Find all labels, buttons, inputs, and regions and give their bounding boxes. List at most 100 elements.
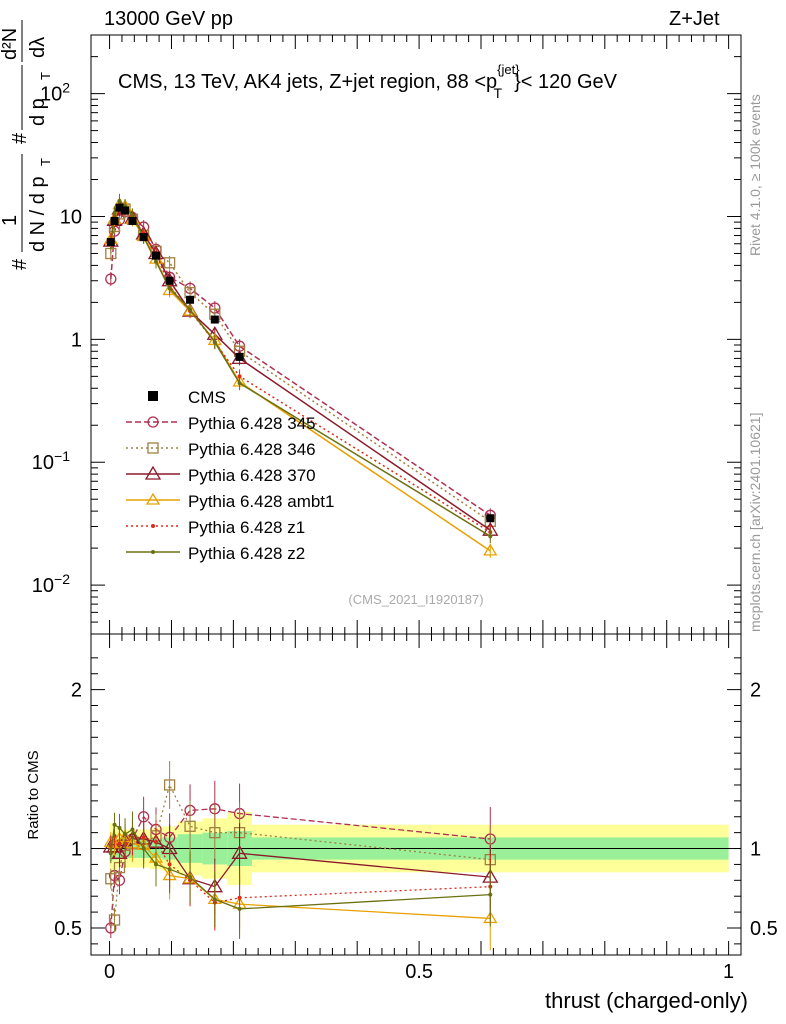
- y-tick-label: 10−1: [32, 448, 70, 474]
- legend-entry: Pythia 6.428 ambt1: [126, 492, 334, 511]
- data-point: [163, 257, 176, 269]
- data-point: [147, 416, 159, 428]
- cms-data-point: [165, 276, 174, 285]
- legend-label: CMS: [188, 388, 226, 407]
- series-pythia-6-428-370: [102, 199, 499, 538]
- ratio-tick-label: 2: [71, 680, 82, 702]
- data-point: [212, 897, 217, 902]
- legend-entry-cms: CMS: [148, 388, 226, 407]
- cms-data-point: [115, 203, 124, 212]
- cms-data-point: [210, 315, 219, 324]
- data-point: [488, 892, 493, 897]
- cms-data-point: [110, 216, 119, 225]
- data-point: [212, 340, 217, 345]
- y-tick-label: 10−2: [32, 571, 70, 597]
- data-point: [184, 820, 196, 832]
- data-point: [483, 543, 498, 556]
- data-point: [117, 841, 122, 846]
- data-point: [105, 873, 117, 885]
- x-tick-label: 0.5: [405, 961, 433, 983]
- y-label-part: T: [38, 158, 53, 166]
- data-point: [163, 779, 176, 791]
- series-pythia-6-428-z1: [108, 198, 493, 540]
- ratio-line: [110, 783, 491, 921]
- cms-data-point: [106, 238, 115, 247]
- y-label-part: 1: [0, 215, 21, 226]
- data-point: [117, 825, 122, 830]
- data-point: [151, 524, 155, 528]
- x-tick-label: 0: [104, 961, 115, 983]
- data-point: [231, 845, 248, 859]
- chart-title: CMS, 13 TeV, AK4 jets, Z+jet region, 88 …: [118, 62, 618, 101]
- data-point: [188, 875, 193, 880]
- x-tick-label: 1: [723, 961, 734, 983]
- data-point: [154, 862, 158, 867]
- data-point: [145, 492, 161, 505]
- source-label: mcplots.cern.ch [arXiv:2401.10621]: [747, 412, 763, 632]
- data-point: [111, 845, 128, 859]
- series-layer: [102, 193, 499, 951]
- cms-data-point: [235, 352, 244, 361]
- rivet-version-label: Rivet 4.1.0, ≥ 100k events: [747, 94, 763, 256]
- y-label-part: d N / d p: [27, 176, 49, 252]
- legend-label: Pythia 6.428 370: [188, 466, 316, 485]
- data-point: [151, 550, 155, 554]
- ratio-line: [110, 808, 491, 929]
- data-point: [167, 286, 172, 291]
- data-point: [154, 840, 158, 845]
- cms-data-point: [139, 233, 148, 242]
- series-pythia-6-428-z2: [108, 193, 493, 544]
- ratio-frame: [90, 633, 742, 956]
- ratio-tick-label: 0.5: [750, 918, 778, 940]
- cms-data-point: [486, 514, 495, 523]
- data-point: [130, 213, 135, 218]
- data-point: [141, 846, 146, 851]
- legend: CMS Pythia 6.428 345 Pythia 6.428 346 Pythi…: [126, 388, 334, 563]
- ratio-tick-label: 2: [750, 680, 761, 702]
- data-point: [108, 851, 113, 856]
- legend-label: Pythia 6.428 ambt1: [188, 492, 334, 511]
- legend-label: Pythia 6.428 z2: [188, 544, 305, 563]
- legend-label: Pythia 6.428 346: [188, 440, 316, 459]
- data-point: [112, 211, 117, 216]
- y-label-part: #: [9, 132, 31, 144]
- legend-entry: Pythia 6.428 z1: [126, 518, 305, 537]
- y-label-part: d p: [27, 98, 49, 126]
- cms-data-point: [121, 206, 130, 215]
- data-point: [117, 198, 122, 203]
- legend-entry: Pythia 6.428 z2: [126, 544, 305, 563]
- data-point: [237, 381, 242, 386]
- analysis-watermark: (CMS_2021_I1920187): [348, 592, 483, 607]
- legend-marker: [148, 391, 158, 401]
- ratio-y-axis-label: Ratio to CMS: [25, 750, 42, 839]
- data-point: [147, 442, 159, 454]
- y-label-part: d²N: [0, 28, 21, 60]
- legend-label: Pythia 6.428 z1: [188, 518, 305, 537]
- ratio-tick-label: 0.5: [54, 918, 82, 940]
- series-line: [110, 199, 491, 537]
- cms-data-point: [128, 216, 137, 225]
- y-tick-label: 102: [40, 80, 70, 106]
- legend-entry: Pythia 6.428 346: [126, 440, 316, 459]
- data-point: [105, 273, 117, 285]
- legend-label: Pythia 6.428 345: [188, 414, 316, 433]
- y-label-part: dλ: [27, 37, 49, 58]
- energy-label: 13000 GeV pp: [104, 8, 233, 30]
- x-axis-label: thrust (charged-only): [545, 988, 748, 1013]
- data-point: [209, 826, 221, 839]
- y-label-part: T: [38, 72, 53, 80]
- cms-data-point: [152, 251, 160, 260]
- y-tick-label: 1: [71, 329, 82, 351]
- data-point: [112, 822, 117, 827]
- data-point: [144, 465, 162, 480]
- cms-data-point: [186, 295, 195, 304]
- legend-entry: Pythia 6.428 345: [126, 414, 316, 433]
- data-point: [237, 906, 242, 911]
- data-point: [108, 914, 121, 926]
- data-point: [123, 832, 128, 837]
- data-point: [167, 867, 172, 872]
- data-point: [130, 827, 135, 832]
- y-label-part: #: [9, 258, 31, 270]
